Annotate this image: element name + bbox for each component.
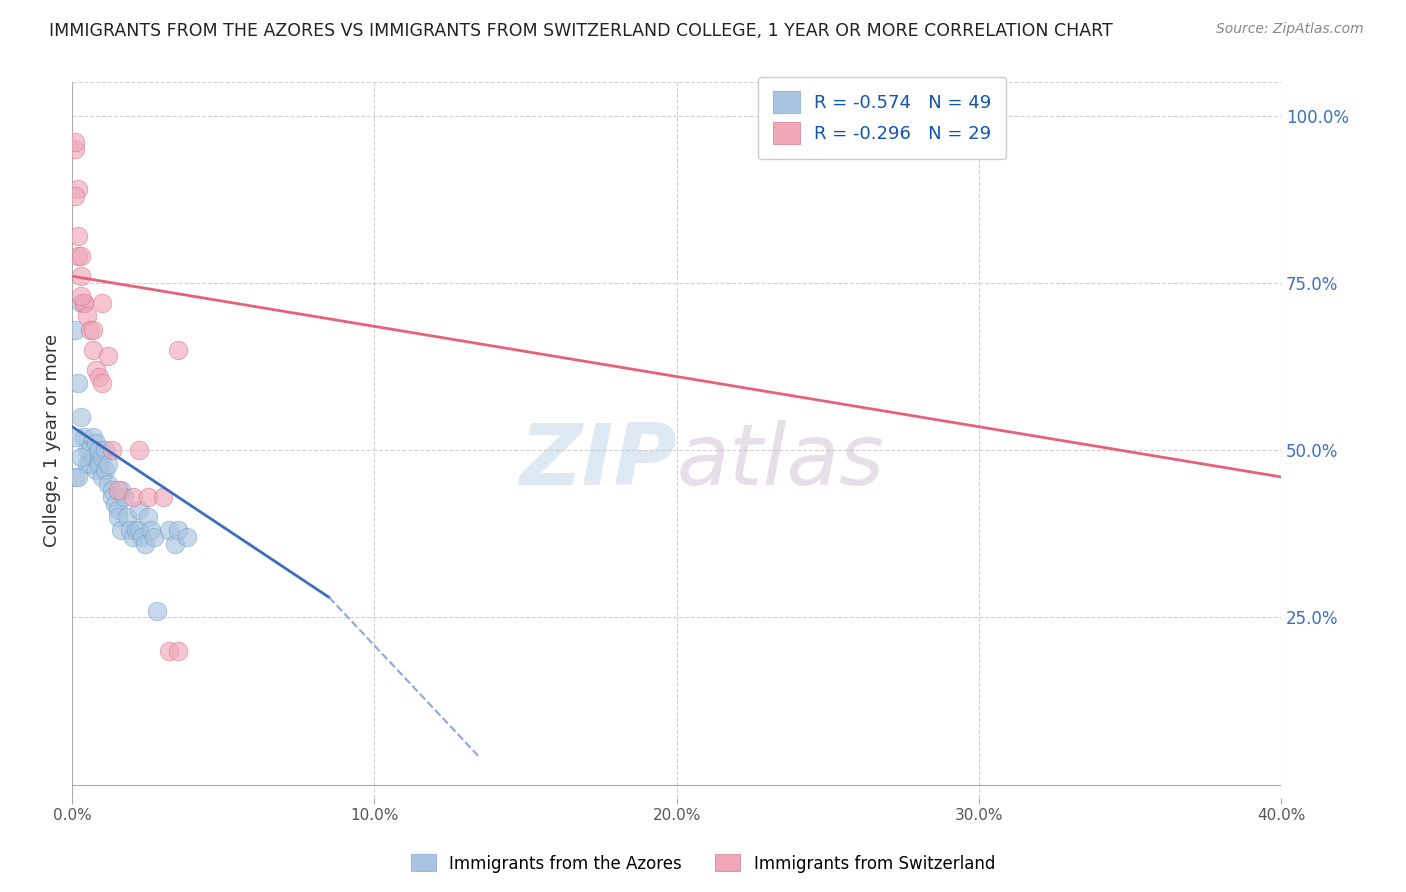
Point — [167, 644, 190, 658]
Text: atlas: atlas — [676, 420, 884, 503]
Point — [70, 269, 93, 284]
Point — [107, 503, 129, 517]
Point — [110, 483, 132, 498]
Point — [131, 530, 153, 544]
Point — [67, 182, 90, 196]
Point — [118, 524, 141, 538]
Point — [86, 463, 108, 477]
Point — [86, 363, 108, 377]
Point — [139, 524, 162, 538]
Point — [70, 450, 93, 464]
Point — [128, 524, 150, 538]
Point — [97, 457, 120, 471]
Point — [100, 490, 122, 504]
Point — [67, 249, 90, 263]
Text: ZIP: ZIP — [519, 420, 676, 503]
Point — [167, 343, 190, 357]
Point — [82, 343, 104, 357]
Point — [100, 443, 122, 458]
Point — [157, 644, 180, 658]
Point — [79, 443, 101, 458]
Point — [65, 470, 87, 484]
Legend: R = -0.574   N = 49, R = -0.296   N = 29: R = -0.574 N = 49, R = -0.296 N = 29 — [758, 77, 1007, 159]
Point — [76, 443, 98, 458]
Point — [110, 524, 132, 538]
Point — [103, 497, 125, 511]
Point — [70, 249, 93, 263]
Point — [91, 470, 114, 484]
Point — [142, 530, 165, 544]
Point — [70, 289, 93, 303]
Point — [125, 524, 148, 538]
Point — [79, 323, 101, 337]
Point — [65, 136, 87, 150]
Y-axis label: College, 1 year or more: College, 1 year or more — [44, 334, 60, 547]
Point — [121, 490, 143, 504]
Point — [65, 430, 87, 444]
Point — [67, 470, 90, 484]
Point — [115, 510, 138, 524]
Point — [91, 376, 114, 391]
Point — [67, 376, 90, 391]
Point — [70, 296, 93, 310]
Point — [157, 524, 180, 538]
Point — [128, 503, 150, 517]
Point — [107, 510, 129, 524]
Point — [97, 476, 120, 491]
Point — [128, 443, 150, 458]
Point — [134, 537, 156, 551]
Point — [89, 443, 111, 458]
Point — [163, 537, 186, 551]
Point — [94, 463, 117, 477]
Point — [65, 323, 87, 337]
Text: IMMIGRANTS FROM THE AZORES VS IMMIGRANTS FROM SWITZERLAND COLLEGE, 1 YEAR OR MOR: IMMIGRANTS FROM THE AZORES VS IMMIGRANTS… — [49, 22, 1114, 40]
Point — [67, 229, 90, 244]
Point — [91, 450, 114, 464]
Point — [76, 457, 98, 471]
Point — [94, 443, 117, 458]
Point — [86, 436, 108, 450]
Point — [89, 369, 111, 384]
Point — [73, 430, 96, 444]
Point — [79, 457, 101, 471]
Point — [73, 296, 96, 310]
Point — [91, 296, 114, 310]
Point — [82, 430, 104, 444]
Point — [76, 310, 98, 324]
Point — [89, 457, 111, 471]
Point — [121, 530, 143, 544]
Legend: Immigrants from the Azores, Immigrants from Switzerland: Immigrants from the Azores, Immigrants f… — [405, 847, 1001, 880]
Point — [107, 483, 129, 498]
Point — [167, 524, 190, 538]
Point — [97, 350, 120, 364]
Point — [82, 450, 104, 464]
Point — [82, 323, 104, 337]
Point — [73, 296, 96, 310]
Point — [176, 530, 198, 544]
Point — [112, 490, 135, 504]
Text: Source: ZipAtlas.com: Source: ZipAtlas.com — [1216, 22, 1364, 37]
Point — [136, 490, 159, 504]
Point — [65, 189, 87, 203]
Point — [152, 490, 174, 504]
Point — [65, 142, 87, 156]
Point — [100, 483, 122, 498]
Point — [146, 604, 169, 618]
Point — [136, 510, 159, 524]
Point — [70, 409, 93, 424]
